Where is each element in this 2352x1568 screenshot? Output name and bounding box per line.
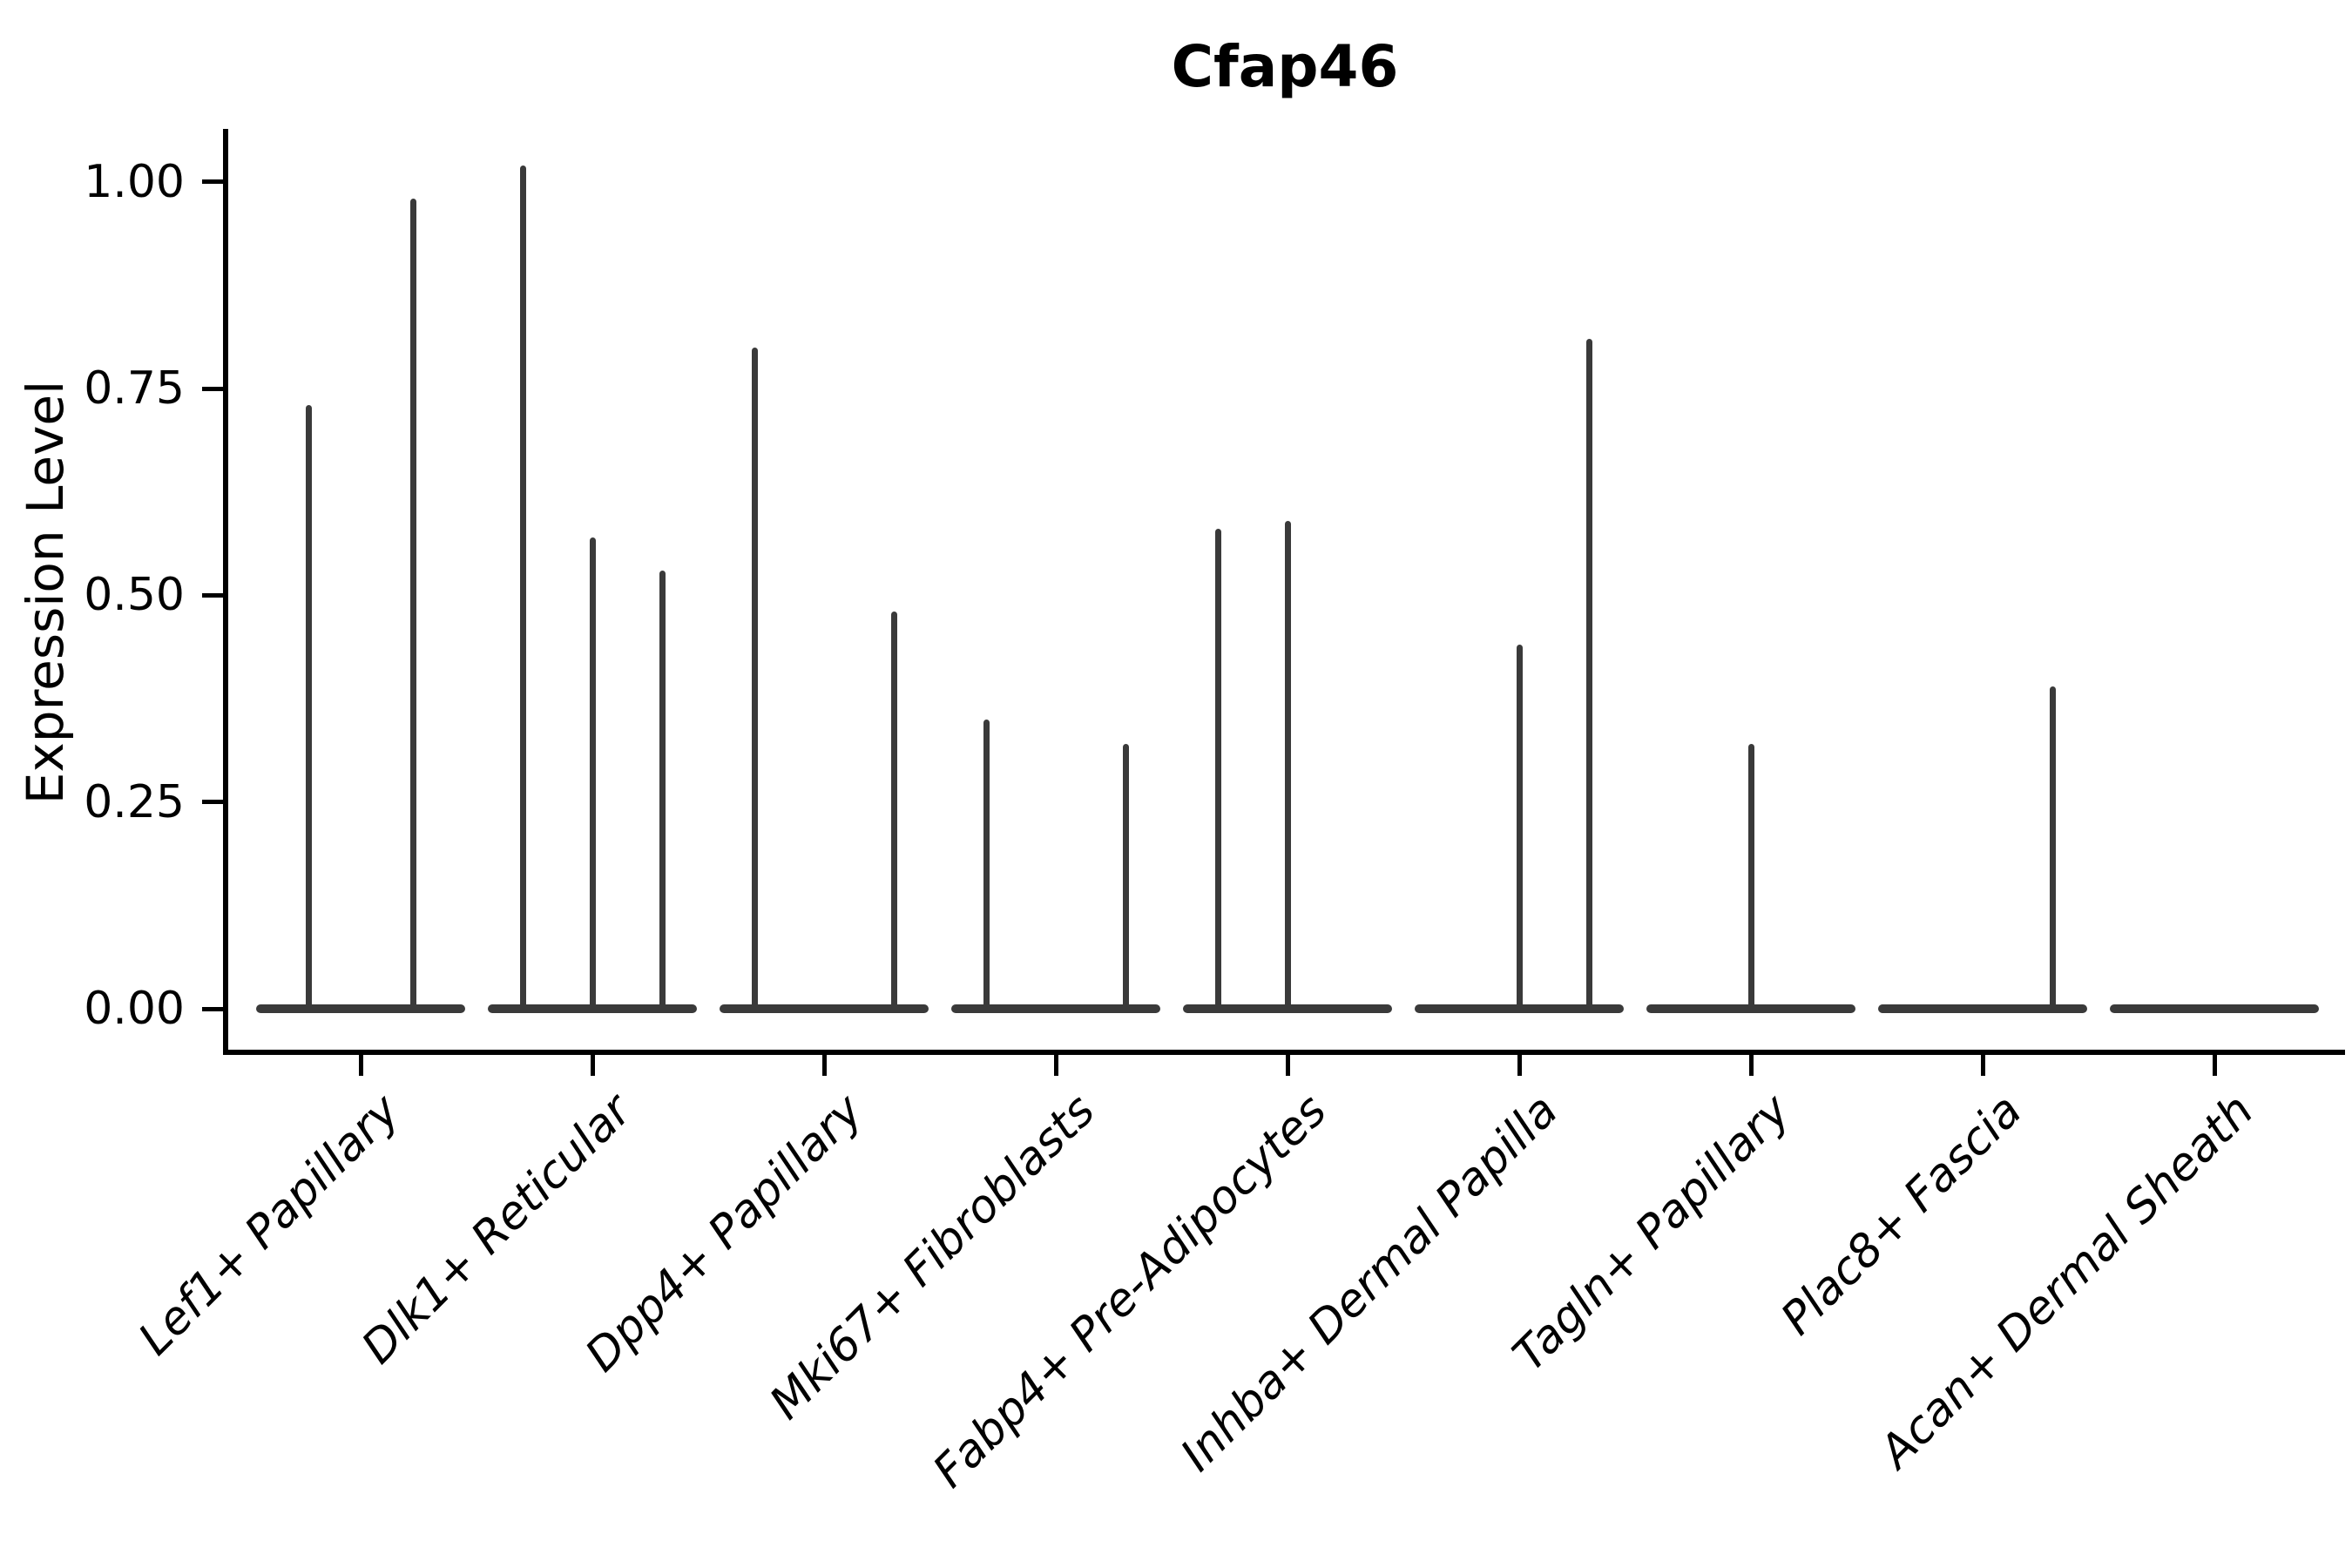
y-tick-label: 0.50 — [84, 569, 185, 622]
violin-spike — [1122, 744, 1129, 1009]
violin-spike — [2049, 686, 2056, 1009]
x-tick-label: Inhba+ Dermal Papilla — [1171, 1085, 1569, 1482]
violin-body — [256, 1004, 465, 1013]
x-axis-spine — [223, 1050, 2345, 1055]
y-axis-spine — [223, 129, 228, 1055]
y-tick — [202, 179, 223, 185]
x-tick-label: Fabp4+ Pre-Adipocytes — [923, 1085, 1337, 1498]
y-tick — [202, 1006, 223, 1011]
y-tick — [202, 386, 223, 391]
x-tick — [1980, 1055, 1985, 1076]
x-tick — [2212, 1055, 2217, 1076]
x-tick — [1517, 1055, 1522, 1076]
violin-body — [1878, 1004, 2087, 1013]
violin-body — [1183, 1004, 1392, 1013]
violin-body — [1646, 1004, 1855, 1013]
violin-spike — [890, 612, 897, 1009]
violin-body — [2110, 1004, 2319, 1013]
violin-spike — [1214, 529, 1221, 1009]
violin-spike — [1284, 520, 1291, 1009]
violin-spike — [751, 347, 758, 1009]
y-tick-label: 1.00 — [84, 155, 185, 208]
x-tick — [590, 1055, 595, 1076]
x-tick-label: Plac8+ Fascia — [1771, 1085, 2032, 1346]
y-tick-label: 0.25 — [84, 775, 185, 828]
violin-body — [1415, 1004, 1624, 1013]
chart-title: Cfap46 — [1171, 33, 1399, 100]
violin-spike — [659, 570, 666, 1009]
violin-spike — [983, 719, 990, 1009]
x-tick-label: Acan+ Dermal Sheath — [1869, 1085, 2264, 1478]
violin-spike — [1747, 744, 1754, 1009]
violin-body — [951, 1004, 1160, 1013]
violin-spike — [589, 537, 596, 1009]
y-tick-label: 0.00 — [84, 983, 185, 1035]
y-tick-label: 0.75 — [84, 362, 185, 416]
violin-body — [488, 1004, 697, 1013]
x-tick — [1285, 1055, 1290, 1076]
violin-spike — [519, 165, 526, 1009]
violin-spike — [1516, 645, 1523, 1009]
x-tick — [821, 1055, 827, 1076]
y-tick — [202, 592, 223, 598]
y-tick — [202, 800, 223, 805]
x-tick — [358, 1055, 363, 1076]
x-tick — [1053, 1055, 1058, 1076]
violin-spike — [305, 405, 312, 1009]
x-tick — [1748, 1055, 1754, 1076]
violin-body — [720, 1004, 929, 1013]
violin-spike — [1585, 339, 1592, 1009]
violin-spike — [409, 198, 416, 1009]
